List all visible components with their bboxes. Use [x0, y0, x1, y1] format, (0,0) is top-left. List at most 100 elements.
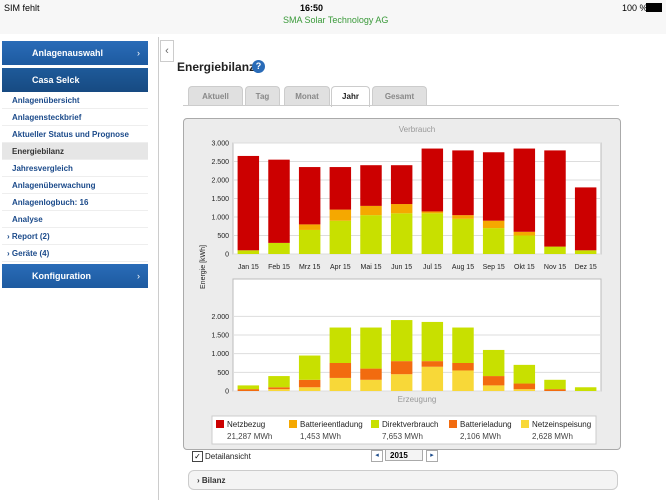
- bar-segment: [360, 215, 382, 254]
- plant-selector[interactable]: Anlagenauswahl ›: [2, 41, 148, 65]
- year: 2015: [390, 451, 408, 460]
- help-icon[interactable]: ?: [252, 60, 265, 73]
- plant-label: Casa Selck: [32, 75, 80, 85]
- y-tick-label: 0: [225, 252, 229, 259]
- bar-segment: [329, 363, 352, 378]
- bar-segment: [421, 148, 444, 212]
- bar-segment: [513, 383, 536, 390]
- tab[interactable]: Monat: [284, 86, 330, 106]
- legend-swatch: [371, 420, 379, 428]
- checkbox[interactable]: ✓: [192, 451, 203, 462]
- bar-segment: [390, 361, 413, 375]
- menu-item-label: Geräte (4): [11, 249, 50, 258]
- bar-segment: [360, 379, 382, 391]
- bar-segment: [513, 235, 536, 254]
- bar-segment: [390, 165, 413, 205]
- menu-item[interactable]: Jahresvergleich: [2, 160, 148, 177]
- menu-item-label: Anlagenüberwachung: [12, 181, 96, 190]
- bar-segment: [513, 364, 536, 384]
- bar-segment: [452, 363, 474, 371]
- bar-segment: [360, 327, 382, 369]
- x-tick-label: Okt 15: [514, 264, 535, 271]
- carrier: SIM fehlt: [4, 3, 40, 13]
- bar-segment: [237, 250, 260, 254]
- x-tick-label: Apr 15: [330, 264, 351, 271]
- bar-segment: [390, 320, 413, 362]
- bar-segment: [544, 246, 566, 254]
- bar-segment: [298, 224, 321, 230]
- bar-segment: [329, 377, 352, 391]
- menu-item[interactable]: Anlagenlogbuch: 16: [2, 194, 148, 211]
- menu-item-label: Anlagensteckbrief: [12, 113, 82, 122]
- bar-segment: [360, 205, 382, 216]
- prev-year[interactable]: ◂: [371, 450, 383, 462]
- y-axis-label: Energie [kWh]: [200, 245, 207, 289]
- bar-segment: [298, 379, 321, 388]
- next-year[interactable]: ▸: [426, 450, 438, 462]
- menu-item[interactable]: Energiebilanz: [2, 143, 148, 160]
- configuration[interactable]: Konfiguration ›: [2, 264, 148, 288]
- bar-segment: [390, 213, 413, 254]
- bar-segment: [268, 159, 290, 243]
- menu-item[interactable]: Anlagensteckbrief: [2, 109, 148, 126]
- bar-segment: [482, 385, 505, 391]
- tab[interactable]: Jahr: [331, 86, 370, 107]
- menu: Anlagenübersicht Anlagensteckbrief Aktuell…: [2, 92, 148, 262]
- menu-item-label: Energiebilanz: [12, 147, 65, 156]
- menu-item-label: Anlagenlogbuch: 16: [12, 198, 89, 207]
- bar-segment: [452, 327, 474, 363]
- bar-segment: [452, 215, 474, 219]
- section[interactable]: › Bilanz: [188, 470, 618, 490]
- menu-item-label: Jahresvergleich: [12, 164, 73, 173]
- menu-item-label: Report (2): [11, 232, 50, 241]
- y-tick-label: 500: [217, 370, 229, 377]
- menu-item[interactable]: Analyse: [2, 211, 148, 228]
- menu-item[interactable]: Aktueller Status und Prognose: [2, 126, 148, 143]
- menu-item-label: Analyse: [12, 215, 43, 224]
- bar-segment: [237, 155, 260, 251]
- clock: 16:50: [300, 3, 324, 13]
- legend-box: [211, 415, 597, 445]
- menu-item[interactable]: › Report (2): [2, 228, 148, 245]
- menu-item[interactable]: Anlagenübersicht: [2, 92, 148, 109]
- tab[interactable]: Aktuell: [188, 86, 243, 106]
- bar-segment: [482, 220, 505, 229]
- x-tick-label: Jul 15: [423, 264, 442, 271]
- legend-swatch: [449, 420, 457, 428]
- y-tick-label: 0: [225, 389, 229, 396]
- bar-segment: [544, 379, 566, 390]
- legend-total: 1,453 MWh: [300, 432, 341, 441]
- y-tick-label: 1.000: [211, 215, 229, 222]
- bar-segment: [237, 385, 260, 390]
- bar-segment: [452, 370, 474, 391]
- bar-segment: [421, 213, 444, 254]
- menu-item[interactable]: Anlagenüberwachung: [2, 177, 148, 194]
- menu-item[interactable]: › Geräte (4): [2, 245, 148, 262]
- tab[interactable]: Gesamt: [372, 86, 427, 106]
- y-tick-label: 1.500: [211, 333, 229, 340]
- battery: 100 %: [622, 3, 648, 13]
- legend-label: Direktverbrauch: [382, 420, 438, 429]
- year-select[interactable]: 2015: [385, 449, 423, 461]
- bar-segment: [482, 349, 505, 377]
- plant[interactable]: Casa Selck: [2, 68, 148, 92]
- x-tick-label: Aug 15: [452, 264, 474, 271]
- bar-segment: [482, 376, 505, 386]
- back-button[interactable]: ‹: [160, 40, 174, 62]
- chart-panel: Energie [kWh] 0 500 1.000 1.500 2.000 2.500 3.0…: [183, 118, 621, 450]
- bar-segment: [360, 368, 382, 380]
- bar-segment: [268, 389, 290, 391]
- legend-total: 7,653 MWh: [382, 432, 423, 441]
- bar-segment: [421, 321, 444, 362]
- bar-segment: [574, 387, 597, 391]
- bar-segment: [237, 389, 260, 391]
- bar-segment: [513, 231, 536, 236]
- battery-icon: [646, 3, 662, 12]
- tab[interactable]: Tag: [245, 86, 280, 106]
- x-tick-label: Mai 15: [360, 264, 381, 271]
- y-tick-label: 2.000: [211, 178, 229, 185]
- bar-segment: [452, 218, 474, 254]
- legend-label: Netzbezug: [227, 420, 265, 429]
- status-bar: SIM fehlt 16:50 100 % SMA Solar Technolo…: [0, 0, 666, 34]
- bar-segment: [544, 150, 566, 247]
